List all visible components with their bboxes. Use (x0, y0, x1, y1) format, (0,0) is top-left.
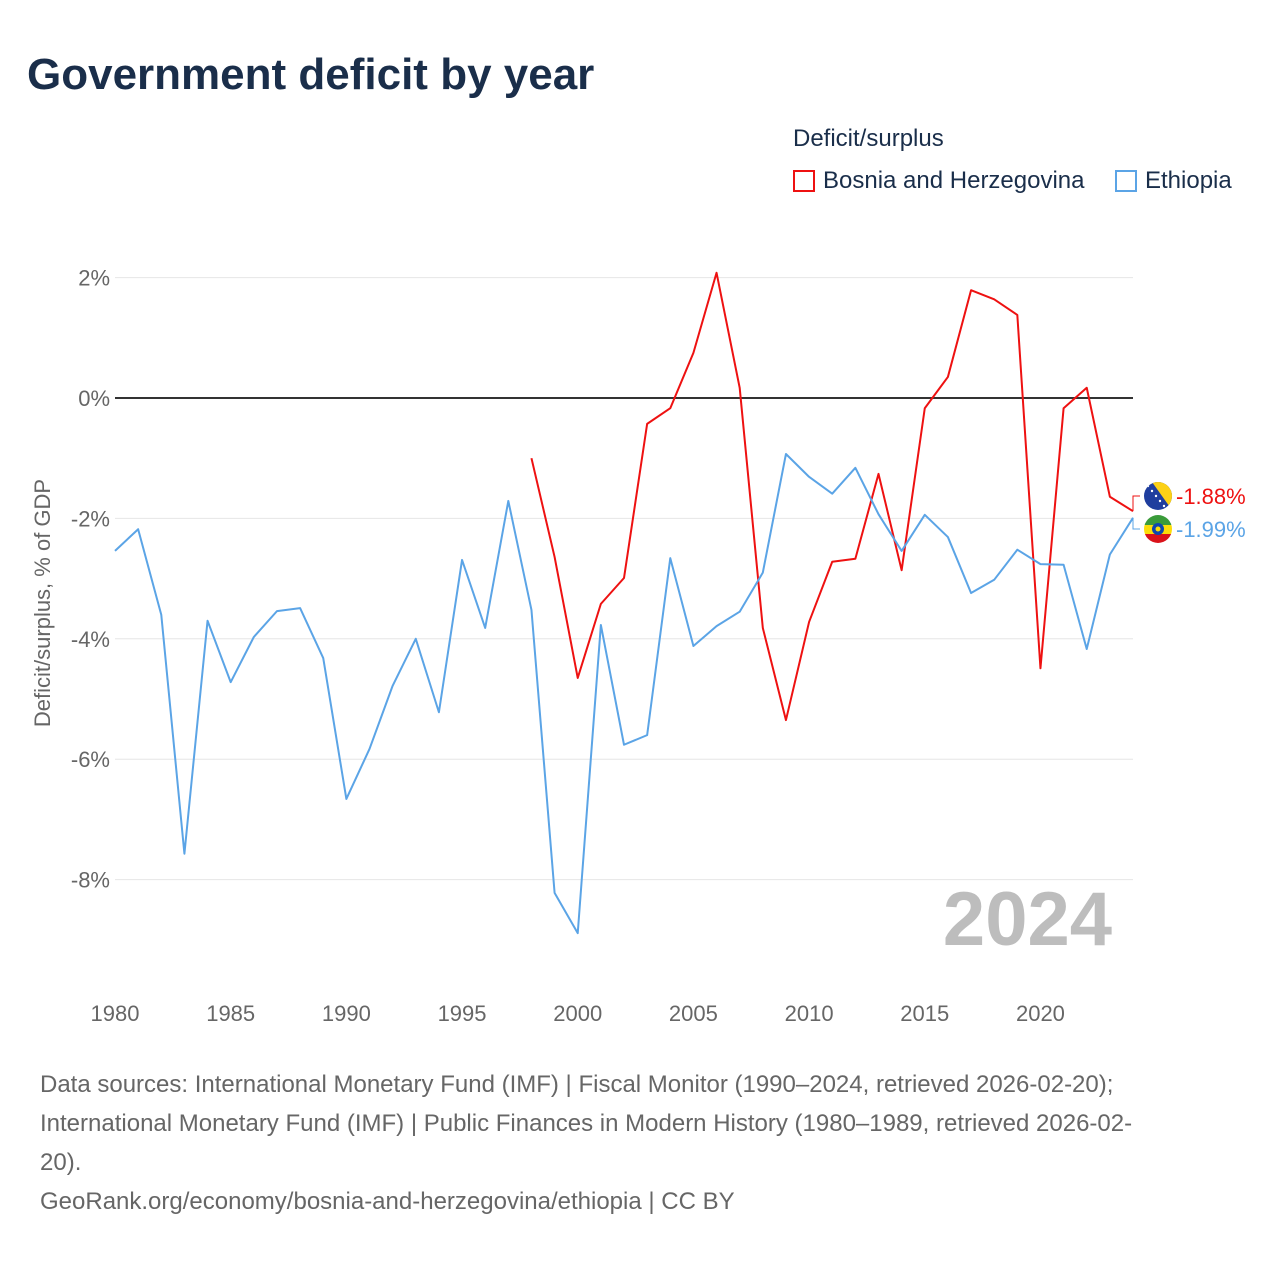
legend-swatch (793, 170, 815, 192)
legend-label: Bosnia and Herzegovina (823, 167, 1085, 194)
x-tick-label: 1985 (206, 1001, 255, 1026)
x-tick-label: 2000 (553, 1001, 602, 1026)
x-tick-label: 2015 (900, 1001, 949, 1026)
end-value-label: -1.88% (1176, 484, 1246, 509)
y-tick-label: -2% (71, 506, 110, 531)
legend-label: Ethiopia (1145, 167, 1232, 194)
x-tick-label: 2020 (1016, 1001, 1065, 1026)
source-link[interactable]: GeoRank.org/economy/bosnia-and-herzegovi… (40, 1188, 735, 1215)
y-tick-label: -6% (71, 747, 110, 772)
bosnia-flag-icon (1144, 482, 1172, 510)
y-tick-label: 0% (78, 386, 110, 411)
x-tick-label: 2010 (785, 1001, 834, 1026)
y-tick-label: -8% (71, 868, 110, 893)
legend-item-ethiopia[interactable]: Ethiopia (1115, 167, 1232, 195)
end-value-label: -1.99% (1176, 517, 1246, 542)
series-line-bosnia (530, 271, 1134, 722)
end-label-connector (1132, 517, 1140, 530)
legend-swatch (1115, 170, 1137, 192)
source-line: 20). (40, 1149, 82, 1176)
series-line-ethiopia (114, 452, 1134, 935)
x-tick-label: 1980 (91, 1001, 140, 1026)
year-watermark: 2024 (943, 877, 1112, 962)
legend-title: Deficit/surplus (793, 125, 944, 152)
y-tick-label: 2% (78, 266, 110, 291)
source-line: International Monetary Fund (IMF) | Publ… (40, 1110, 1133, 1137)
source-line: Data sources: International Monetary Fun… (40, 1071, 1114, 1098)
ethiopia-flag-icon (1144, 515, 1172, 543)
x-tick-label: 1990 (322, 1001, 371, 1026)
y-axis-label: Deficit/surplus, % of GDP (30, 479, 55, 727)
x-tick-label: 2005 (669, 1001, 718, 1026)
x-tick-label: 1995 (438, 1001, 487, 1026)
chart-title: Government deficit by year (27, 50, 595, 99)
end-label-connector (1132, 495, 1140, 512)
legend-item-bosnia[interactable]: Bosnia and Herzegovina (793, 167, 1085, 195)
y-tick-label: -4% (71, 627, 110, 652)
